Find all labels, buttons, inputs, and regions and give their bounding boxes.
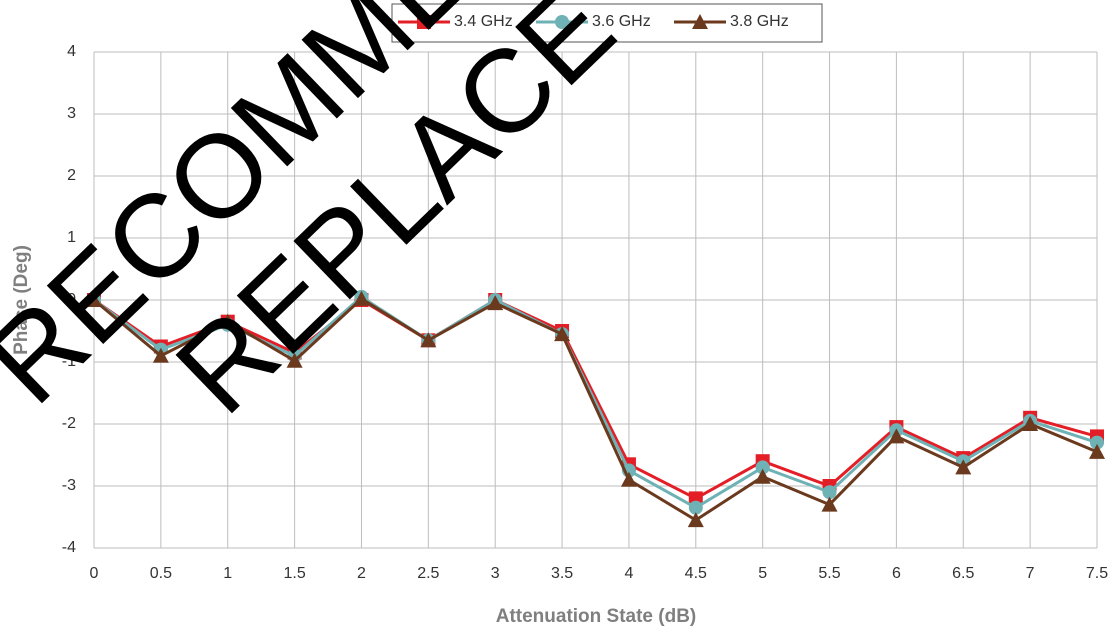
- legend-marker: [417, 15, 431, 29]
- legend-marker: [692, 14, 708, 29]
- x-tick-label: 2: [357, 565, 366, 582]
- x-tick-label: 2.5: [417, 565, 439, 582]
- x-tick-label: 5: [758, 565, 767, 582]
- legend-label: 3.8 GHz: [730, 13, 789, 30]
- x-tick-label: 0.5: [150, 565, 172, 582]
- x-axis-label: Attenuation State (dB): [496, 606, 697, 627]
- marker: [554, 326, 571, 342]
- x-tick-label: 7.5: [1086, 565, 1108, 582]
- marker: [353, 290, 370, 306]
- marker: [821, 496, 838, 512]
- y-tick-label: -3: [62, 477, 76, 494]
- x-tick-label: 6: [892, 565, 901, 582]
- x-tick-label: 1.5: [283, 565, 305, 582]
- x-tick-label: 6.5: [952, 565, 974, 582]
- legend-label: 3.6 GHz: [592, 13, 651, 30]
- y-axis-label: Phase (Deg): [11, 245, 32, 355]
- marker: [620, 471, 637, 487]
- marker: [955, 459, 972, 475]
- marker: [888, 428, 905, 444]
- y-tick-label: 4: [67, 43, 76, 60]
- marker: [219, 313, 236, 329]
- marker: [1022, 416, 1039, 431]
- legend-marker: [555, 15, 569, 29]
- legend-box: [391, 3, 823, 43]
- y-tick-label: 3: [67, 105, 76, 122]
- x-tick-label: 4.5: [685, 565, 707, 582]
- y-tick-label: 2: [67, 167, 76, 184]
- marker: [754, 468, 771, 484]
- marker: [755, 460, 770, 475]
- series-line: [93, 296, 1098, 522]
- x-tick-label: 1: [223, 565, 232, 582]
- marker: [420, 332, 437, 348]
- x-tick-label: 4: [624, 565, 633, 582]
- y-tick-label: 1: [67, 229, 76, 246]
- marker: [86, 292, 102, 307]
- x-tick-label: 7: [1026, 565, 1035, 582]
- marker: [286, 352, 303, 368]
- y-tick-label: -4: [62, 539, 76, 556]
- marker: [822, 485, 837, 500]
- legend-label: 3.4 GHz: [454, 13, 513, 30]
- series-line: [93, 298, 1098, 501]
- marker: [152, 347, 169, 363]
- x-tick-label: 3: [491, 565, 500, 582]
- y-tick-label: -1: [62, 353, 76, 370]
- marker: [1090, 435, 1104, 450]
- y-tick-label: 0: [67, 291, 76, 308]
- y-tick-label: -2: [62, 415, 76, 432]
- marker: [487, 295, 504, 311]
- marker: [687, 512, 704, 528]
- x-tick-label: 5.5: [818, 565, 840, 582]
- marker: [688, 500, 703, 515]
- x-tick-label: 3.5: [551, 565, 573, 582]
- marker: [1089, 443, 1105, 459]
- x-tick-label: 0: [90, 565, 99, 582]
